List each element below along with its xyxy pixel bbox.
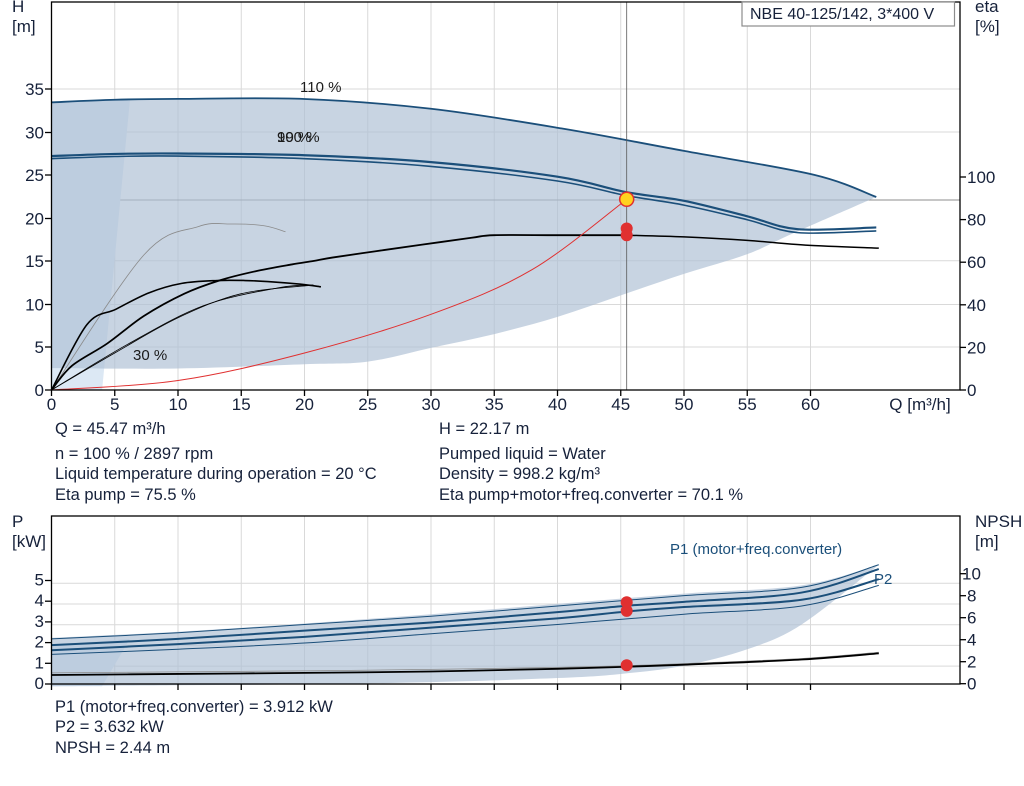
svg-text:4: 4 xyxy=(967,631,976,650)
svg-text:Liquid temperature during oper: Liquid temperature during operation = 20… xyxy=(55,465,377,483)
svg-text:H = 22.17 m: H = 22.17 m xyxy=(439,420,529,438)
svg-text:NPSH: NPSH xyxy=(975,512,1022,531)
svg-text:30 %: 30 % xyxy=(133,347,167,364)
svg-text:50: 50 xyxy=(675,395,694,414)
svg-text:Q [m³/h]: Q [m³/h] xyxy=(889,395,950,414)
svg-text:0: 0 xyxy=(47,395,56,414)
svg-text:2: 2 xyxy=(35,633,44,652)
svg-text:Eta pump = 75.5 %: Eta pump = 75.5 % xyxy=(55,486,196,504)
svg-text:35: 35 xyxy=(25,80,44,99)
svg-text:0: 0 xyxy=(967,675,976,694)
svg-text:H: H xyxy=(12,0,24,16)
svg-text:n = 100 % / 2897 rpm: n = 100 % / 2897 rpm xyxy=(55,445,213,463)
svg-text:eta: eta xyxy=(975,0,999,16)
svg-text:40: 40 xyxy=(967,296,986,315)
svg-text:Density = 998.2 kg/m³: Density = 998.2 kg/m³ xyxy=(439,465,600,483)
svg-text:[%]: [%] xyxy=(975,17,1000,36)
svg-text:[m]: [m] xyxy=(12,17,36,36)
svg-text:60: 60 xyxy=(801,395,820,414)
svg-text:35: 35 xyxy=(485,395,504,414)
svg-text:Pumped liquid = Water: Pumped liquid = Water xyxy=(439,445,606,463)
svg-text:99 %: 99 % xyxy=(277,129,311,146)
svg-text:0: 0 xyxy=(967,381,976,400)
svg-text:5: 5 xyxy=(35,571,44,590)
svg-text:25: 25 xyxy=(358,395,377,414)
svg-text:100: 100 xyxy=(967,168,995,187)
svg-text:1: 1 xyxy=(35,653,44,672)
svg-text:15: 15 xyxy=(232,395,251,414)
svg-text:[m]: [m] xyxy=(975,532,999,551)
svg-text:5: 5 xyxy=(110,395,119,414)
svg-text:2: 2 xyxy=(967,653,976,672)
svg-text:60: 60 xyxy=(967,253,986,272)
svg-text:3: 3 xyxy=(35,612,44,631)
svg-text:45: 45 xyxy=(611,395,630,414)
svg-text:P: P xyxy=(12,512,23,531)
svg-text:10: 10 xyxy=(25,296,44,315)
svg-text:P1 (motor+freq.converter): P1 (motor+freq.converter) xyxy=(670,541,842,558)
svg-text:10: 10 xyxy=(169,395,188,414)
svg-text:30: 30 xyxy=(422,395,441,414)
svg-text:20: 20 xyxy=(295,395,314,414)
svg-text:[kW]: [kW] xyxy=(12,532,46,551)
svg-text:110 %: 110 % xyxy=(300,79,341,96)
svg-text:P2 = 3.632 kW: P2 = 3.632 kW xyxy=(55,718,164,736)
svg-text:55: 55 xyxy=(738,395,757,414)
svg-text:0: 0 xyxy=(35,674,44,693)
svg-text:5: 5 xyxy=(35,338,44,357)
svg-text:25: 25 xyxy=(25,166,44,185)
svg-text:20: 20 xyxy=(967,338,986,357)
svg-text:Eta pump+motor+freq.converter: Eta pump+motor+freq.converter = 70.1 % xyxy=(439,486,743,504)
svg-text:0: 0 xyxy=(35,381,44,400)
svg-text:NPSH = 2.44 m: NPSH = 2.44 m xyxy=(55,739,170,757)
svg-text:20: 20 xyxy=(25,210,44,229)
svg-text:P1 (motor+freq.converter) = 3.: P1 (motor+freq.converter) = 3.912 kW xyxy=(55,698,333,716)
svg-text:40: 40 xyxy=(548,395,567,414)
svg-text:Q = 45.47 m³/h: Q = 45.47 m³/h xyxy=(55,420,166,438)
svg-text:NBE 40-125/142, 3*400 V: NBE 40-125/142, 3*400 V xyxy=(750,6,934,23)
svg-text:8: 8 xyxy=(967,587,976,606)
svg-text:80: 80 xyxy=(967,211,986,230)
svg-text:4: 4 xyxy=(35,591,44,610)
svg-text:6: 6 xyxy=(967,609,976,628)
svg-text:15: 15 xyxy=(25,252,44,271)
svg-text:P2: P2 xyxy=(874,571,892,588)
svg-text:30: 30 xyxy=(25,124,44,143)
